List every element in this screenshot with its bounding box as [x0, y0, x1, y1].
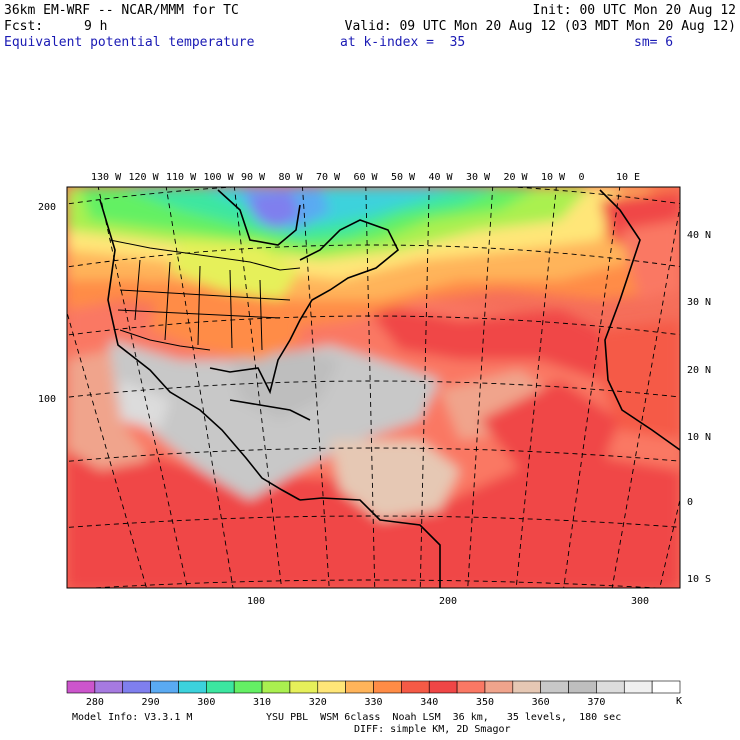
colorbar-swatch [568, 680, 597, 694]
colorbar-swatch [206, 680, 235, 694]
level-info: at k-index = 35 [340, 35, 466, 50]
field-name: Equivalent potential temperature [4, 35, 255, 50]
grid-label-bottom-100: 100 [247, 596, 265, 607]
colorbar-swatch [428, 680, 458, 694]
lon-label: 30 W [466, 172, 491, 183]
colorbar-swatch [456, 680, 486, 694]
latitude-labels: 40 N 30 N 20 N 10 N 0 10 S [687, 230, 711, 585]
valid-time: Valid: 09 UTC Mon 20 Aug 12 (03 MDT Mon … [344, 19, 736, 34]
colorbar-swatch [484, 680, 514, 694]
lat-label: 20 N [687, 365, 711, 376]
lon-label: 90 W [241, 172, 266, 183]
colorbar-label: 320 [309, 697, 327, 708]
lon-label: 60 W [354, 172, 379, 183]
colorbar-swatch [261, 680, 291, 694]
colorbar-swatch [150, 680, 179, 694]
grid-label-left-200: 200 [38, 202, 56, 213]
colorbar-swatch [289, 680, 319, 694]
colorbar-swatch [345, 680, 374, 694]
forecast-hour: 9 h [84, 19, 108, 34]
colorbar-swatch [540, 680, 569, 694]
diffusion-info: DIFF: simple KM, 2D Smagor [354, 724, 511, 735]
coastlines [99, 189, 680, 588]
map-frame [66, 186, 681, 589]
lon-label: 0 [579, 172, 585, 183]
colorbar-swatch [651, 680, 681, 694]
grid-label-bottom-300: 300 [631, 596, 649, 607]
grid-label-left-100: 100 [38, 394, 56, 405]
model-title: 36km EM-WRF -- NCAR/MMM for TC [4, 3, 239, 18]
colorbar-label: 370 [587, 697, 605, 708]
colorbar-label: 330 [364, 697, 382, 708]
lon-label: 100 W [204, 172, 235, 183]
physics-info: YSU PBL WSM 6class Noah LSM 36 km, 35 le… [266, 712, 622, 723]
colorbar-label: 310 [253, 697, 271, 708]
colorbar-swatch [623, 680, 653, 694]
lon-label: 110 W [166, 172, 197, 183]
colorbar-swatch [317, 680, 346, 694]
lon-label: 130 W [91, 172, 122, 183]
colorbar: 280 290 300 310 320 330 340 350 360 370 [66, 680, 681, 708]
colorbar-swatch [94, 680, 124, 694]
colorbar-label: 290 [142, 697, 160, 708]
lon-label: 10 W [541, 172, 566, 183]
colorbar-swatch [122, 680, 151, 694]
longitude-labels: 130 W 120 W 110 W 100 W 90 W 80 W 70 W 60 W 50 W… [91, 172, 640, 183]
colorbar-swatch [66, 680, 96, 694]
colorbar-swatch [373, 680, 402, 694]
lon-label: 120 W [129, 172, 160, 183]
colorbar-swatch [596, 680, 625, 694]
lat-label: 10 N [687, 432, 711, 443]
lon-label: 70 W [316, 172, 341, 183]
graticule [67, 187, 680, 588]
init-time: Init: 00 UTC Mon 20 Aug 12 [532, 3, 737, 18]
colorbar-label: 280 [86, 697, 104, 708]
colorbar-swatch [178, 680, 207, 694]
grid-label-bottom-200: 200 [439, 596, 457, 607]
borders [109, 239, 301, 351]
colorbar-label: 350 [476, 697, 494, 708]
lat-label: 40 N [687, 230, 711, 241]
forecast-label: Fcst: [4, 19, 44, 34]
lat-label: 0 [687, 497, 693, 508]
lat-label: 10 S [687, 574, 711, 585]
colorbar-swatch [401, 680, 430, 694]
colorbar-swatch [512, 680, 541, 694]
lon-label: 20 W [504, 172, 529, 183]
colorbar-swatch [233, 680, 263, 694]
lon-label: 10 E [616, 172, 640, 183]
colorbar-unit: K [676, 696, 682, 707]
colorbar-label: 360 [532, 697, 550, 708]
colorbar-label: 340 [420, 697, 438, 708]
lon-label: 40 W [429, 172, 454, 183]
lon-label: 50 W [391, 172, 416, 183]
lon-label: 80 W [279, 172, 304, 183]
smoothing-info: sm= 6 [634, 35, 674, 50]
model-info: Model Info: V3.3.1 M [72, 712, 193, 723]
colorbar-label: 300 [197, 697, 215, 708]
lat-label: 30 N [687, 297, 711, 308]
